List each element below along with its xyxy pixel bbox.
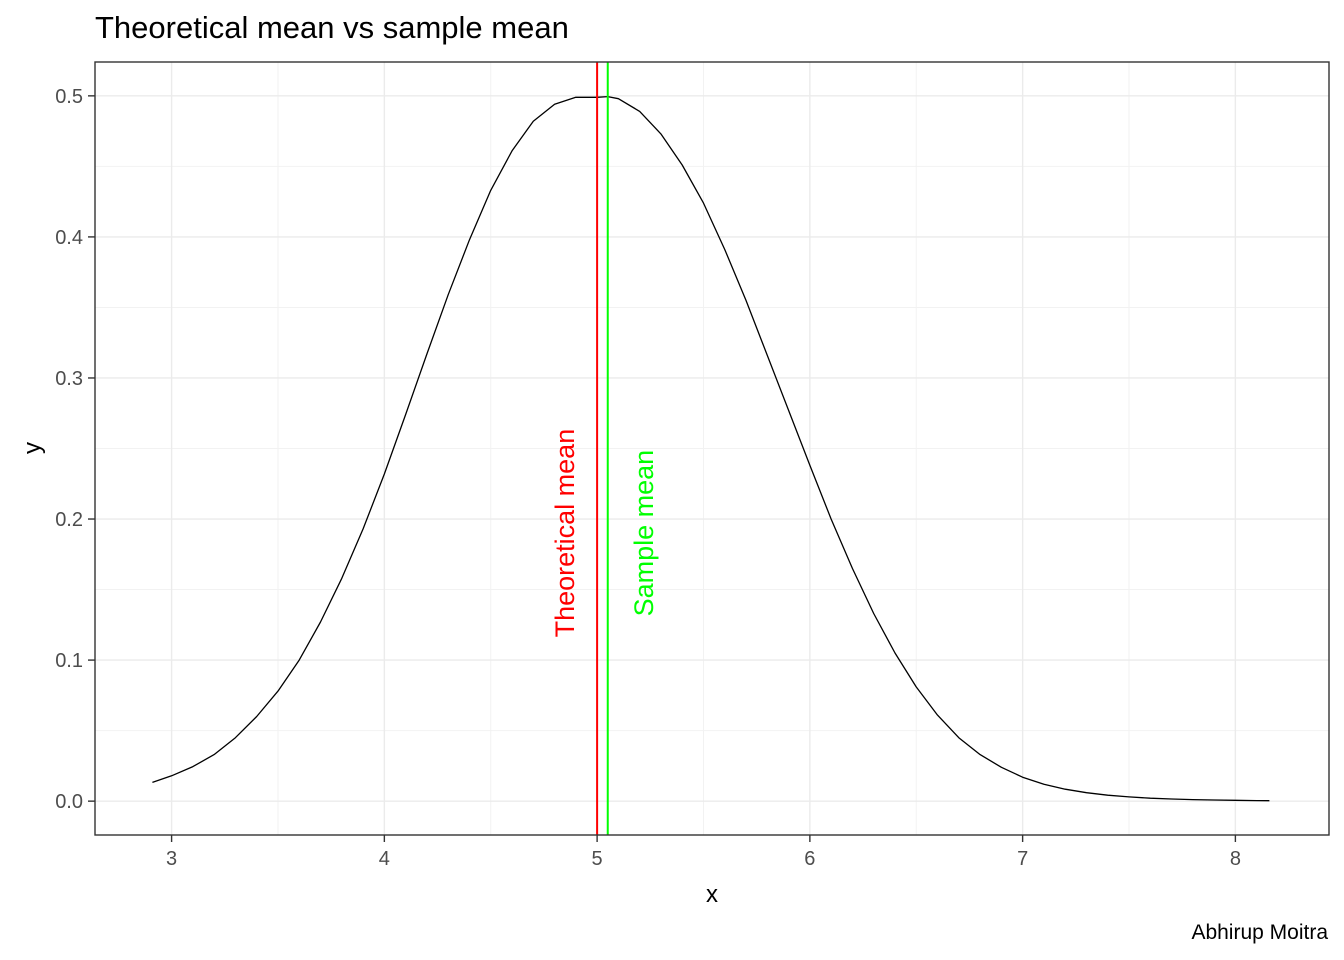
annotation-layer: Theoretical mean Sample mean <box>550 429 659 638</box>
y-axis-title: y <box>19 442 46 454</box>
chart-caption: Abhirup Moitra <box>1191 921 1328 944</box>
sample-mean-label: Sample mean <box>629 450 659 617</box>
plot-panel-border <box>94 61 1330 836</box>
chart-title: Theoretical mean vs sample mean <box>95 10 569 45</box>
x-tick-label: 8 <box>1230 848 1241 870</box>
x-axis-title: x <box>706 881 718 908</box>
x-tick-label: 7 <box>1017 848 1028 870</box>
x-tick-label: 6 <box>804 848 815 870</box>
y-tick-label: 0.3 <box>55 368 83 390</box>
y-tick-label: 0.2 <box>55 509 83 531</box>
series-layer <box>152 95 1270 802</box>
x-tick-label: 3 <box>166 848 177 870</box>
theoretical-mean-label: Theoretical mean <box>550 429 580 638</box>
y-tick-label: 0.1 <box>55 650 83 672</box>
x-axis-ticks: 3 4 5 6 7 8 <box>166 835 1241 870</box>
y-tick-label: 0.5 <box>55 86 83 108</box>
grid-minor <box>95 62 1329 835</box>
x-tick-label: 4 <box>379 848 390 870</box>
y-axis-ticks: 0.0 0.1 0.2 0.3 0.4 0.5 <box>55 86 95 813</box>
y-tick-label: 0.4 <box>55 227 83 249</box>
vline-layer <box>596 62 609 835</box>
y-tick-label: 0.0 <box>55 791 83 813</box>
density-curve <box>152 95 1270 802</box>
x-tick-label: 5 <box>592 848 603 870</box>
